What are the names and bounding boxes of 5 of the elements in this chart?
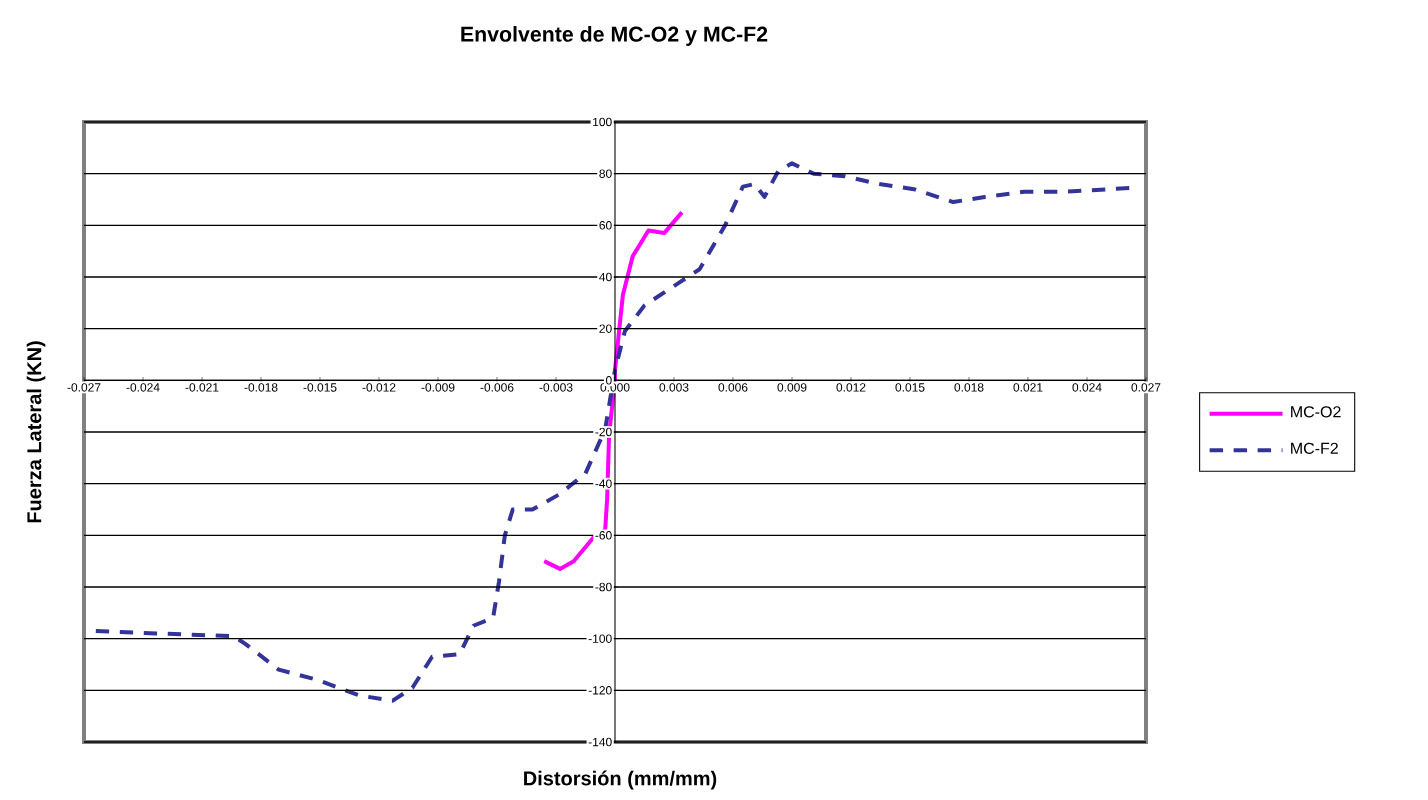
chart-title: Envolvente de MC-O2 y MC-F2 (461, 26, 768, 46)
legend-label: MC-O2 (1291, 406, 1341, 418)
y-axis-title: Fuerza Lateral (KN) (26, 341, 46, 523)
legend-label: MC-F2 (1291, 442, 1338, 454)
x-axis-title: Distorsión (mm/mm) (524, 770, 717, 790)
